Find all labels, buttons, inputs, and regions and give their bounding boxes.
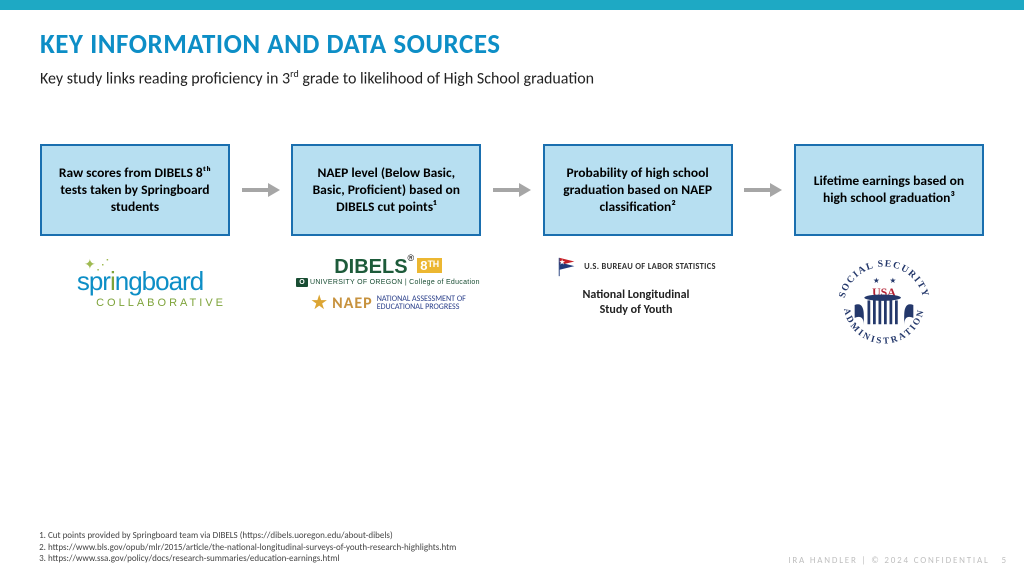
bls-flag-icon: ★ (556, 256, 578, 278)
svg-text:★: ★ (873, 276, 880, 285)
naep-l2: EDUCATIONAL PROGRESS (377, 302, 460, 312)
sb-post: ngboard (115, 266, 203, 296)
dibels-name: DIBELS (334, 256, 407, 278)
subtitle-pre: Key study links reading proficiency in 3 (40, 69, 290, 88)
flow-box-1: Raw scores from DIBELS 8ᵗʰ tests taken b… (40, 144, 230, 236)
star-icon: ★ (310, 292, 328, 314)
sb-sub: COLLABORATIVE (40, 297, 240, 309)
dibels-edition: 8ᵀᴴ (417, 258, 442, 273)
logo-bls: ★ U.S. BUREAU OF LABOR STATISTICS Nation… (536, 256, 736, 317)
footnote-1: Cut points provided by Springboard team … (48, 530, 456, 541)
footnote-3: https://www.ssa.gov/policy/docs/research… (48, 553, 456, 564)
footer: IRA HANDLER | © 2024 CONFIDENTIAL 5 (788, 555, 1006, 566)
svg-text:★: ★ (890, 276, 897, 285)
nlsy-text: National LongitudinalStudy of Youth (536, 288, 736, 317)
accent-bar (0, 0, 1024, 10)
flow-arrow-1 (242, 185, 280, 195)
slide-body: KEY INFORMATION AND DATA SOURCES Key stu… (0, 10, 1024, 360)
slide-subtitle: Key study links reading proficiency in 3… (40, 67, 984, 88)
flow-row: Raw scores from DIBELS 8ᵗʰ tests taken b… (40, 144, 984, 236)
sprout-icon: ✦⋰ (84, 256, 110, 273)
flow-box-4: Lifetime earnings based on high school g… (794, 144, 984, 236)
page-number: 5 (1001, 555, 1006, 566)
subtitle-post: grade to likelihood of High School gradu… (299, 69, 594, 88)
footer-text: IRA HANDLER | © 2024 CONFIDENTIAL (788, 555, 989, 566)
logo-row: ✦⋰ springboard COLLABORATIVE DIBELS® 8ᵀᴴ… (40, 256, 984, 360)
footnotes: Cut points provided by Springboard team … (34, 530, 456, 564)
flow-box-2: NAEP level (Below Basic, Basic, Proficie… (291, 144, 481, 236)
slide-title: KEY INFORMATION AND DATA SOURCES (40, 28, 984, 61)
svg-text:★: ★ (559, 258, 566, 267)
logo-dibels-naep: DIBELS® 8ᵀᴴ OUNIVERSITY OF OREGON | Coll… (288, 256, 488, 314)
subtitle-sup: rd (290, 67, 299, 80)
naep-abbr: NAEP (332, 295, 373, 313)
logo-ssa: SOCIAL SECURITY ADMINISTRATION ★ ★ USA (784, 256, 984, 360)
dibels-uo: OUNIVERSITY OF OREGON | College of Educa… (288, 279, 488, 286)
ssa-seal-icon: SOCIAL SECURITY ADMINISTRATION ★ ★ USA (829, 250, 939, 360)
flow-arrow-3 (744, 185, 782, 195)
footnote-2: https://www.bls.gov/opub/mlr/2015/articl… (48, 542, 456, 553)
logo-springboard: ✦⋰ springboard COLLABORATIVE (40, 256, 240, 309)
flow-arrow-2 (493, 185, 531, 195)
bls-text: U.S. BUREAU OF LABOR STATISTICS (584, 262, 716, 272)
naep-logo: ★ NAEP NATIONAL ASSESSMENT OF EDUCATIONA… (288, 292, 488, 314)
flow-box-3: Probability of high school graduation ba… (543, 144, 733, 236)
